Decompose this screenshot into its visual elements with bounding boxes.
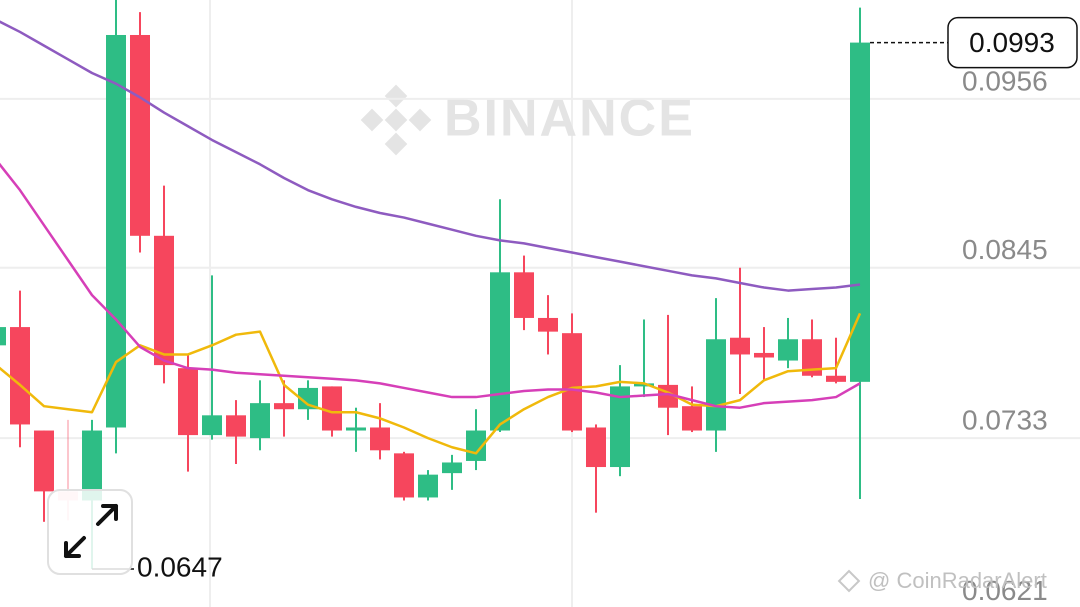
candle-body [778,339,798,361]
candle-body [10,327,30,425]
candle-body [250,403,270,439]
candle [826,337,846,384]
candle-body [802,339,822,376]
y-tick-label: 0.0733 [962,405,1048,436]
candle [346,407,366,452]
candle [442,454,462,490]
watermark-logo [360,84,432,156]
candle-body [730,337,750,355]
candle [178,354,198,472]
candle [0,327,6,346]
candles [0,0,870,569]
candle-body [82,430,102,501]
last-price-box [947,16,1078,69]
y-tick-label: 0.0956 [962,65,1048,96]
candle-body [490,272,510,431]
candle [34,430,54,522]
watermark: BINANCE [360,84,693,156]
y-tick-label: 0.0845 [962,234,1048,265]
candle-body [106,34,126,428]
grid [209,0,573,607]
candle [562,313,582,433]
candle [274,380,294,437]
candle-body [34,430,54,492]
candle-body [514,272,534,318]
expand-button[interactable] [47,489,133,575]
candle [802,319,822,378]
candle-body [298,387,318,410]
candle [298,380,318,420]
candle [250,380,270,451]
candle [202,275,222,440]
candle [106,0,126,454]
candle-body [394,453,414,498]
candle-body [154,235,174,366]
candle [466,409,486,471]
candle-body [322,386,342,431]
candle [610,365,630,477]
candle [490,199,510,433]
candle [754,327,774,381]
moving-averages [0,20,862,455]
candle-body [754,352,774,358]
candle [370,403,390,460]
candle [10,290,30,448]
candle [538,295,558,355]
candle-body [634,383,654,387]
credit-text: @ CoinRadarAlert [868,568,1047,593]
low-marker-label: 0.0647 [137,551,223,582]
candle-body [226,415,246,437]
candle [850,7,870,499]
candle [514,255,534,331]
candle-body [0,327,6,346]
candle-body [706,339,726,431]
last-price-label: 0.0993 [969,27,1055,58]
candle-body [442,462,462,474]
candle-body [682,406,702,431]
candle [682,386,702,433]
moving-average-line [0,162,861,409]
candle-body [850,42,870,382]
candle-body [418,474,438,498]
y-tick-label: 0.0621 [962,575,1048,606]
candle [226,400,246,464]
candle [586,424,606,513]
candle-body [370,427,390,451]
candle-body [610,386,630,468]
y-axis: 0.0956 0.0845 0.0733 0.0621 [0,65,1080,606]
candle-body [202,415,222,436]
credit-watermark: @ CoinRadarAlert [837,568,1047,593]
candle [418,470,438,501]
candle-body [586,427,606,468]
candle-body [562,333,582,431]
candle [730,267,750,395]
candle [154,185,174,384]
candle-body [826,375,846,382]
candle-body [130,34,150,236]
candle [778,317,798,369]
moving-average-line [0,20,861,292]
candle [706,298,726,452]
candle-body [178,368,198,436]
candle-body [346,427,366,431]
candle-body [538,317,558,332]
candle [394,451,414,501]
candle [130,12,150,253]
candle-body [274,403,294,410]
candle [658,314,678,436]
